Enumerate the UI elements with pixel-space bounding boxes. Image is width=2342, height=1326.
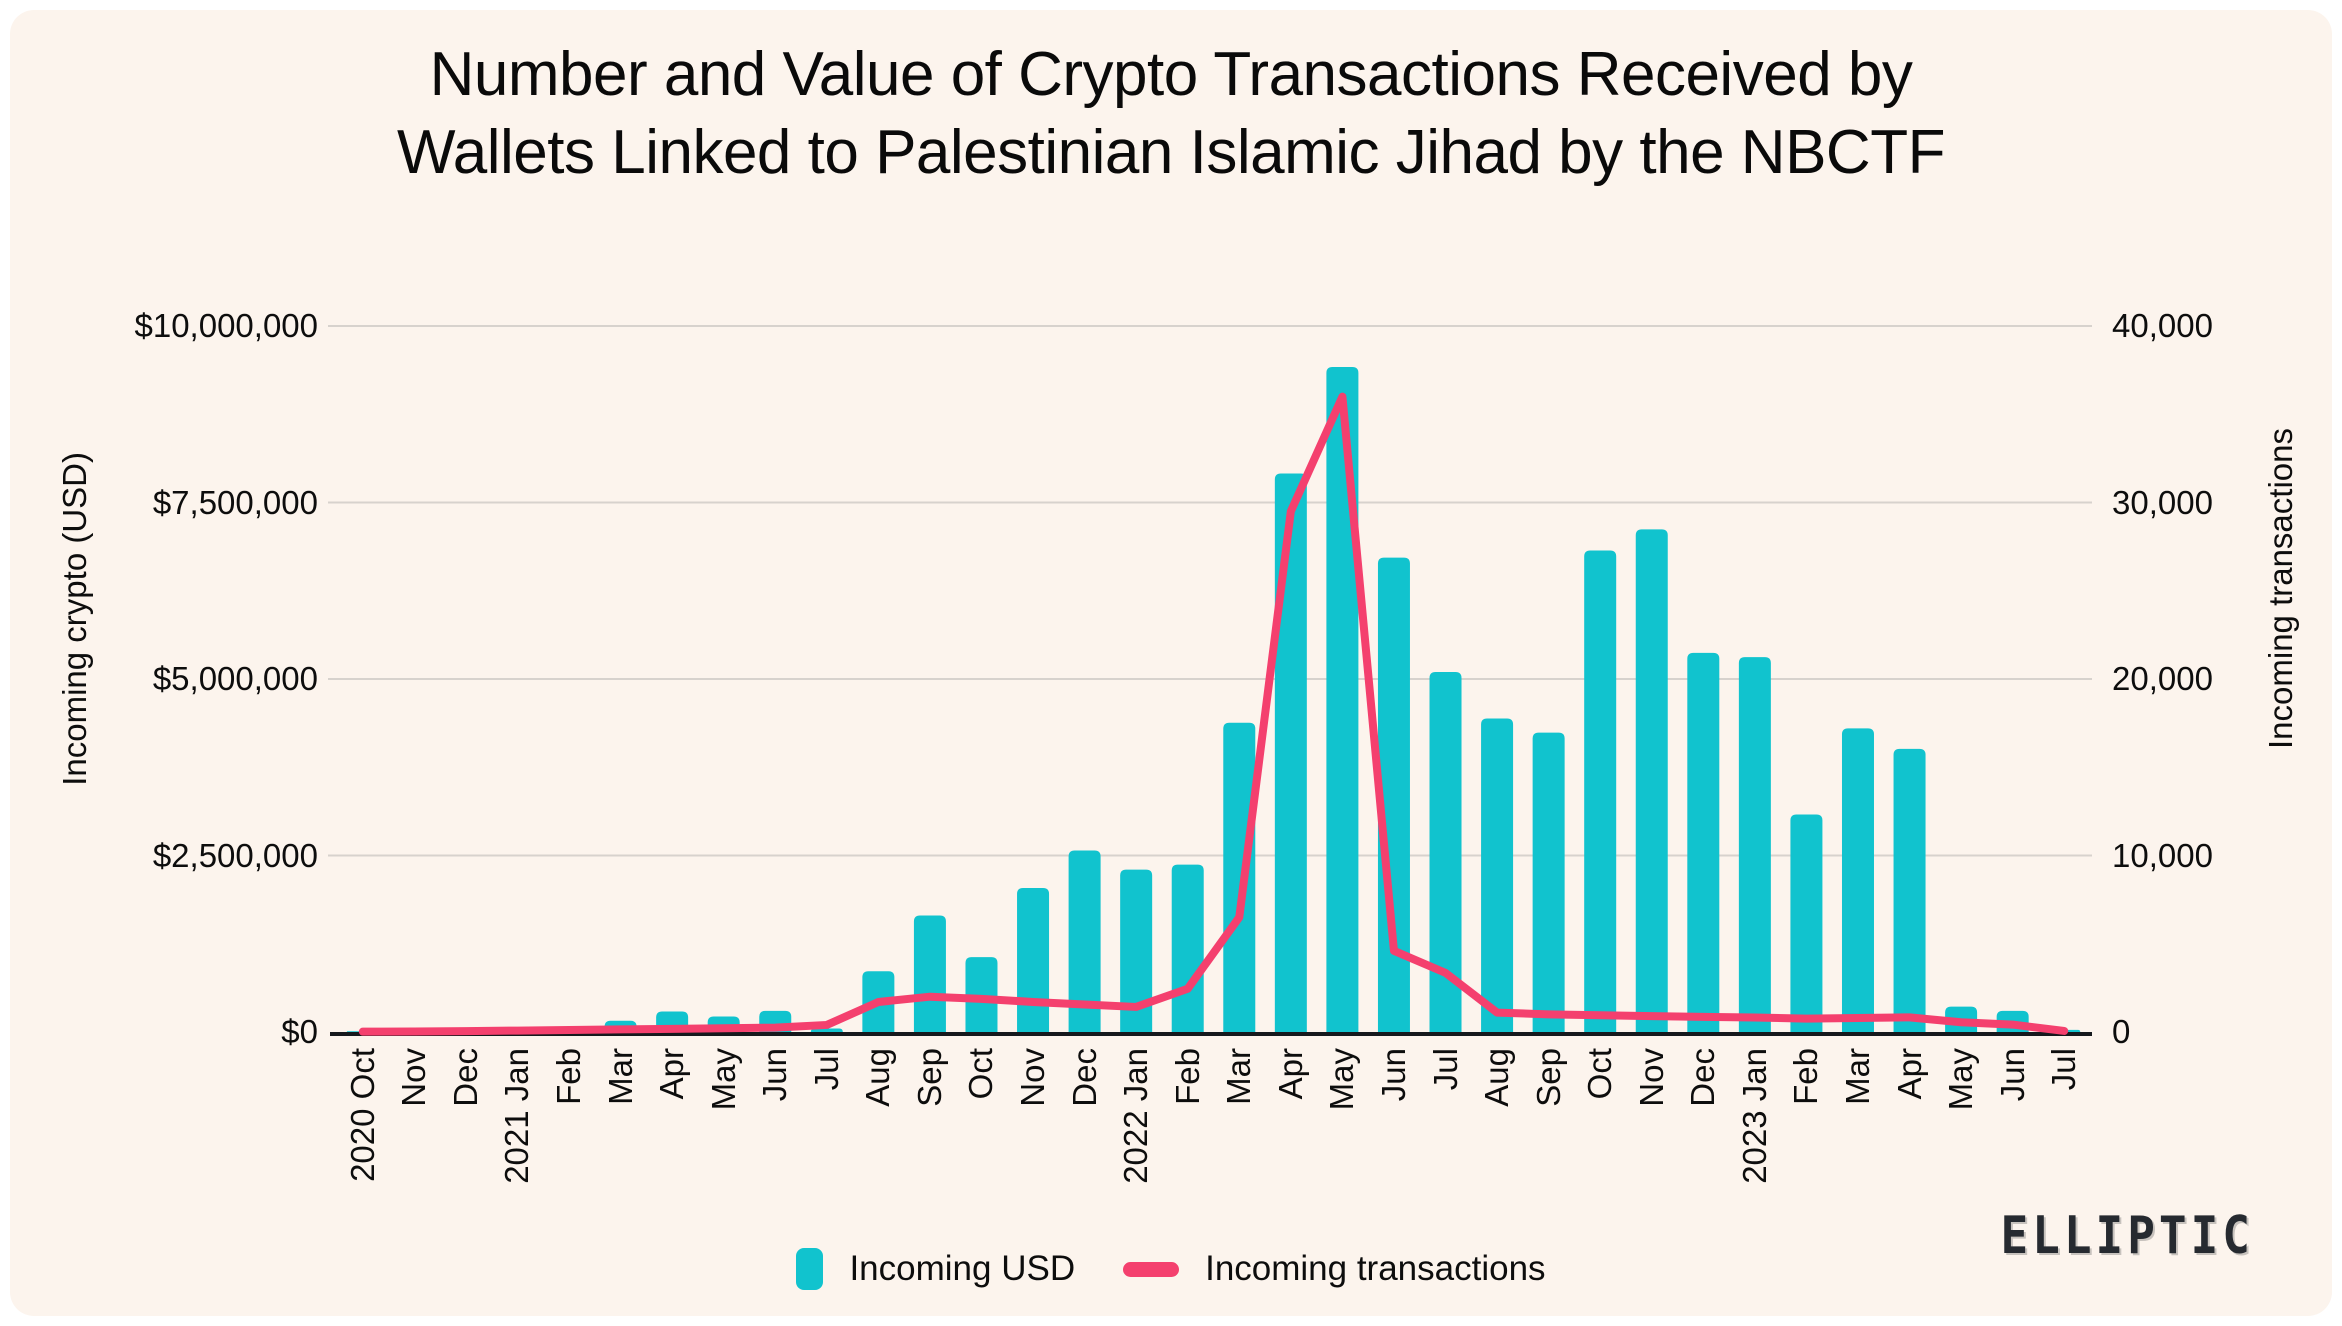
x-label-Dec: Dec: [1684, 1048, 1722, 1107]
bar-Oct: [965, 957, 998, 1032]
x-label-Feb: Feb: [550, 1048, 587, 1105]
x-label-2023-Jan: 2023 Jan: [1735, 1048, 1773, 1184]
x-label-Dec: Dec: [446, 1048, 484, 1107]
x-label-Aug: Aug: [859, 1048, 897, 1107]
bar-Feb: [1171, 864, 1204, 1032]
x-label-Apr: Apr: [653, 1048, 691, 1100]
x-label-Oct: Oct: [962, 1048, 1000, 1100]
left-tick-3: $7,500,000: [152, 483, 318, 521]
x-label-Apr: Apr: [1271, 1048, 1309, 1100]
x-label-Mar: Mar: [601, 1048, 639, 1105]
x-label-2020-Oct: 2020 Oct: [343, 1048, 381, 1182]
elliptic-logo: ELLIPTIC: [2000, 1204, 2254, 1266]
right-tick-3: 30,000: [2112, 483, 2213, 521]
x-label-Apr: Apr: [1890, 1048, 1928, 1100]
x-label-Nov: Nov: [1632, 1048, 1670, 1107]
right-tick-0: 0: [2112, 1013, 2131, 1050]
bar-Sep: [1532, 732, 1565, 1032]
bar-Mar: [1841, 728, 1874, 1032]
bar-Aug: [1481, 718, 1514, 1032]
x-label-Oct: Oct: [1581, 1048, 1619, 1100]
incoming-transactions-line: [358, 392, 2069, 1036]
bar-Nov: [1017, 887, 1050, 1032]
x-label-2021-Jan: 2021 Jan: [498, 1048, 536, 1184]
legend-label-incoming-usd: Incoming USD: [849, 1249, 1076, 1288]
bar-Sep: [913, 915, 946, 1032]
bar-Feb: [1790, 814, 1823, 1032]
x-label-Nov: Nov: [1014, 1048, 1052, 1107]
incoming-usd-swatch-icon: [796, 1248, 824, 1290]
bar-Oct: [1584, 550, 1617, 1032]
x-label-May: May: [704, 1048, 742, 1111]
chart-title: Number and Value of Crypto Transactions …: [0, 36, 2342, 192]
x-label-Feb: Feb: [1168, 1048, 1206, 1105]
legend-item-incoming-transactions: Incoming transactions: [1123, 1249, 1546, 1289]
bar-Apr: [1893, 748, 1926, 1032]
bar-May: [1326, 366, 1359, 1032]
x-label-Jun: Jun: [756, 1048, 794, 1102]
chart-card: [10, 10, 2332, 1316]
bar-Dec: [1687, 652, 1720, 1032]
left-tick-1: $2,500,000: [152, 836, 318, 874]
incoming-transactions-swatch-icon: [1123, 1261, 1180, 1277]
x-label-May: May: [1942, 1048, 1980, 1111]
x-label-2022-Jan: 2022 Jan: [1117, 1048, 1155, 1184]
right-tick-1: 10,000: [2112, 836, 2213, 874]
left-tick-2: $5,000,000: [152, 660, 318, 697]
legend-item-incoming-usd: Incoming USD: [796, 1248, 1075, 1290]
x-label-Mar: Mar: [1220, 1048, 1258, 1105]
bar-Dec: [1068, 850, 1101, 1032]
x-label-Aug: Aug: [1478, 1048, 1516, 1107]
chart-title-line1: Number and Value of Crypto Transactions …: [429, 40, 1913, 109]
x-label-Feb: Feb: [1787, 1048, 1825, 1105]
bar-Jul: [1429, 671, 1462, 1032]
left-tick-0: $0: [281, 1013, 318, 1050]
right-axis-title: Incoming transactions: [2262, 428, 2299, 749]
right-tick-4: 40,000: [2112, 307, 2213, 344]
left-tick-4: $10,000,000: [134, 307, 318, 344]
x-label-May: May: [1323, 1048, 1361, 1111]
bar-Mar: [1223, 722, 1256, 1032]
x-label-Dec: Dec: [1065, 1048, 1103, 1107]
x-label-Jul: Jul: [1426, 1048, 1464, 1091]
x-label-Jun: Jun: [1993, 1048, 2031, 1102]
bar-Apr: [1274, 473, 1307, 1033]
legend-label-incoming-transactions: Incoming transactions: [1205, 1249, 1546, 1288]
bar-Jun: [1377, 557, 1410, 1032]
x-label-Jul: Jul: [2045, 1048, 2083, 1091]
bar-2022-Jan: [1120, 869, 1153, 1032]
x-label-Nov: Nov: [395, 1048, 433, 1107]
x-label-Jun: Jun: [1374, 1048, 1412, 1102]
legend: Incoming USD Incoming transactions: [0, 1248, 2342, 1290]
x-label-Jul: Jul: [807, 1048, 845, 1091]
x-label-Mar: Mar: [1838, 1048, 1876, 1105]
bar-2023-Jan: [1738, 657, 1771, 1032]
chart-title-line2: Wallets Linked to Palestinian Islamic Ji…: [397, 118, 1945, 187]
left-axis-title: Incoming crypto (USD): [56, 452, 93, 786]
x-label-Sep: Sep: [1529, 1048, 1567, 1107]
x-label-Sep: Sep: [910, 1048, 948, 1107]
bar-Nov: [1635, 529, 1668, 1032]
right-tick-2: 20,000: [2112, 660, 2213, 697]
